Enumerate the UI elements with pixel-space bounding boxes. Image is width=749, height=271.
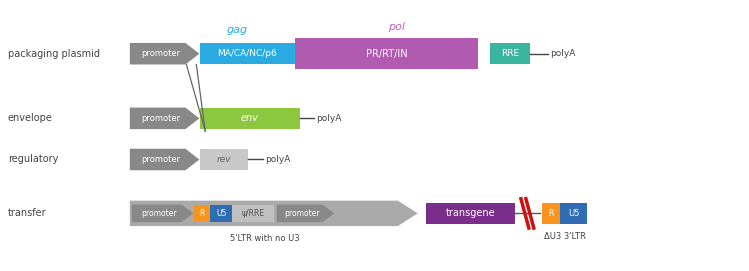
Bar: [425, 203, 515, 224]
Text: 5'LTR with no U3: 5'LTR with no U3: [229, 234, 299, 243]
Bar: [490, 43, 530, 64]
Polygon shape: [130, 149, 199, 170]
Text: R: R: [548, 209, 554, 218]
Text: U5: U5: [568, 209, 579, 218]
Bar: [194, 205, 210, 222]
Bar: [294, 38, 478, 69]
Text: promoter: promoter: [141, 155, 181, 164]
Text: packaging plasmid: packaging plasmid: [7, 49, 100, 59]
Text: polyA: polyA: [550, 49, 575, 58]
Text: polyA: polyA: [265, 155, 290, 164]
Text: ψ/RRE: ψ/RRE: [241, 209, 264, 218]
Text: env: env: [241, 113, 259, 123]
Text: envelope: envelope: [7, 113, 52, 123]
Bar: [200, 43, 294, 64]
Bar: [542, 203, 560, 224]
Polygon shape: [130, 201, 418, 226]
Text: U5: U5: [216, 209, 226, 218]
Text: ΔU3 3'LTR: ΔU3 3'LTR: [544, 232, 586, 241]
Bar: [232, 205, 273, 222]
Polygon shape: [130, 43, 199, 64]
Text: transfer: transfer: [7, 208, 46, 218]
Text: transgene: transgene: [446, 208, 495, 218]
Text: promoter: promoter: [141, 49, 181, 58]
Text: polyA: polyA: [316, 114, 342, 123]
Text: rev: rev: [216, 155, 231, 164]
Text: R: R: [199, 209, 205, 218]
Text: promoter: promoter: [285, 209, 321, 218]
Polygon shape: [276, 205, 334, 222]
Text: RRE: RRE: [501, 49, 519, 58]
Text: promoter: promoter: [141, 114, 181, 123]
Text: pol: pol: [388, 22, 405, 32]
Polygon shape: [132, 205, 193, 222]
Bar: [560, 203, 587, 224]
Bar: [210, 205, 232, 222]
Text: MA/CA/NC/p6: MA/CA/NC/p6: [217, 49, 277, 58]
Polygon shape: [130, 108, 199, 129]
Text: regulatory: regulatory: [7, 154, 58, 164]
Text: promoter: promoter: [141, 209, 177, 218]
Text: gag: gag: [227, 25, 248, 35]
Bar: [200, 149, 248, 170]
Text: PR/RT/IN: PR/RT/IN: [366, 49, 407, 59]
Bar: [200, 108, 300, 129]
